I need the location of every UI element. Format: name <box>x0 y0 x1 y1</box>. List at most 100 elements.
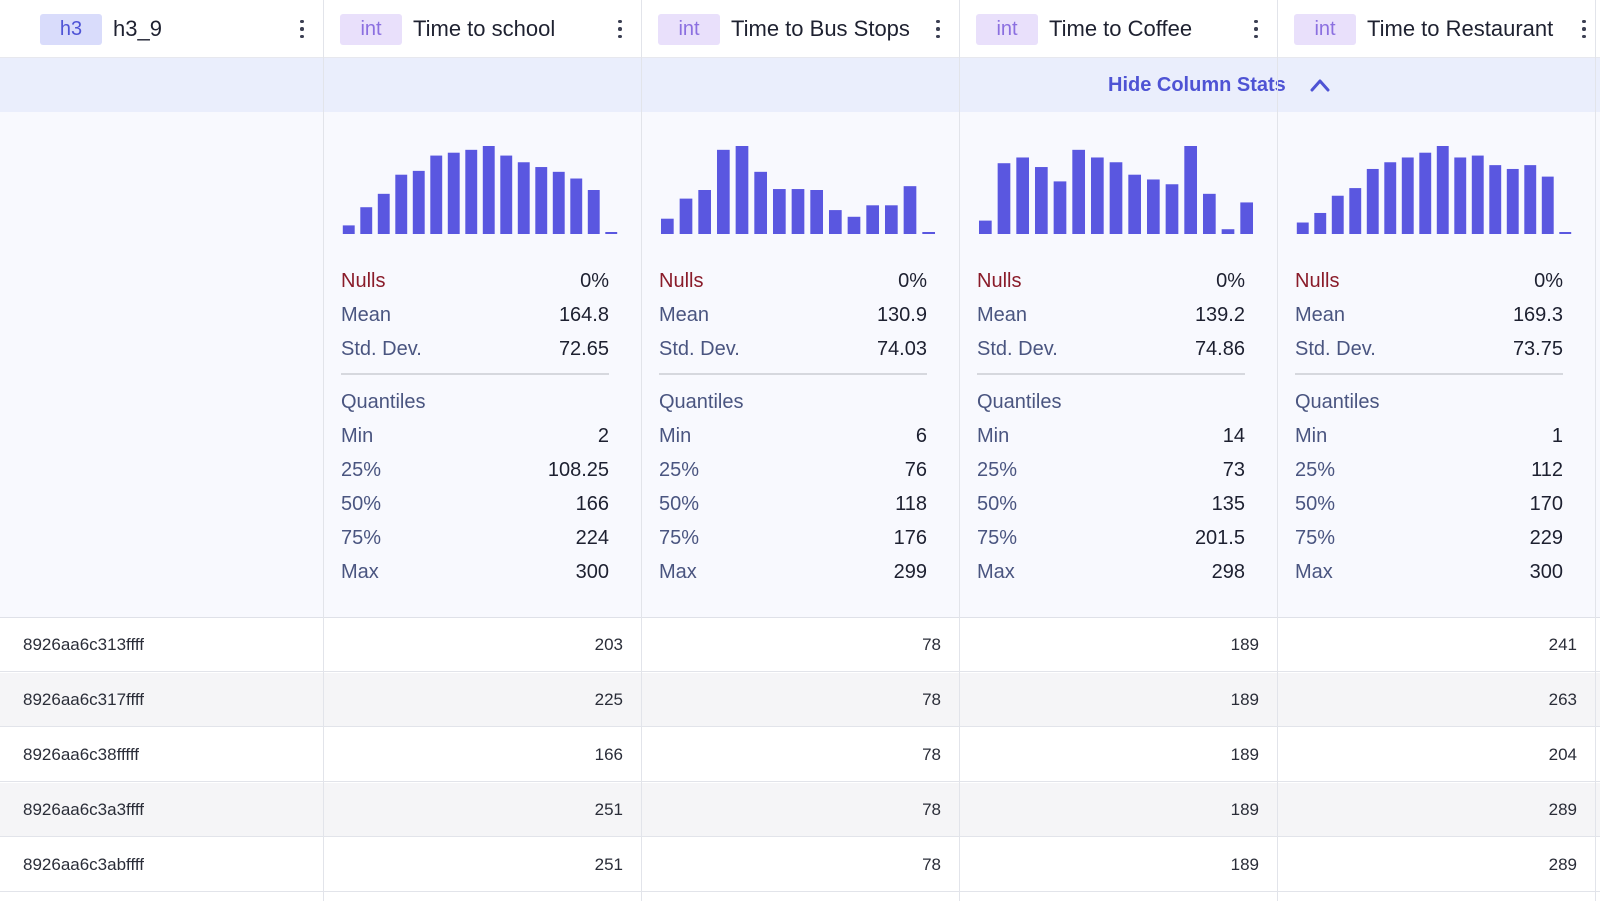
histogram-chart <box>978 146 1254 234</box>
h3-cell[interactable]: 8926aa6c3abffff <box>23 855 145 874</box>
histogram-bar <box>660 218 674 234</box>
histogram-bar <box>1419 152 1432 234</box>
stat-divider <box>659 373 927 375</box>
stat-label: Max <box>977 560 1015 583</box>
value-cell[interactable]: 241 <box>1548 635 1577 654</box>
stat-row-q50: 50% 166 <box>341 487 609 521</box>
stat-value: 6 <box>915 424 927 447</box>
stat-value: 0% <box>1216 269 1245 292</box>
value-cell[interactable]: 289 <box>1548 855 1577 874</box>
value-cell[interactable]: 78 <box>922 745 941 764</box>
stat-row-q25: 25% 73 <box>977 453 1245 487</box>
histogram-bar <box>1016 157 1030 234</box>
stat-row-q50: 50% 118 <box>659 487 927 521</box>
value-cell[interactable]: 78 <box>922 800 941 819</box>
column-header-time-to-coffee[interactable]: int Time to Coffee <box>954 0 1272 58</box>
value-cell[interactable]: 189 <box>1230 745 1259 764</box>
value-cell[interactable]: 189 <box>1230 690 1259 709</box>
value-cell[interactable]: 289 <box>1548 800 1577 819</box>
column-divider <box>641 0 642 901</box>
value-cell[interactable]: 203 <box>594 635 623 654</box>
column-menu-icon[interactable] <box>292 14 312 44</box>
stat-label: Nulls <box>659 269 704 292</box>
histogram-bar <box>754 171 768 234</box>
histogram-bar <box>866 205 880 234</box>
table-row[interactable]: 8926aa6c38fffff 166 78 189 204 <box>0 728 1600 782</box>
h3-cell[interactable]: 8926aa6c317ffff <box>23 690 145 709</box>
column-menu-icon[interactable] <box>1574 14 1594 44</box>
stat-row-q75: 75% 201.5 <box>977 521 1245 555</box>
hide-column-stats-button[interactable]: Hide Column Stats <box>1108 58 1330 112</box>
stat-label: 75% <box>659 526 700 549</box>
chevron-up-icon <box>1310 79 1330 92</box>
stat-row-max: Max 300 <box>341 555 609 589</box>
histogram-bar <box>1331 195 1344 234</box>
type-badge: h3 <box>40 13 102 45</box>
stat-label: Std. Dev. <box>341 337 422 360</box>
histogram-bar <box>1240 202 1254 234</box>
table-row[interactable]: 8926aa6c313ffff 203 78 189 241 <box>0 618 1600 672</box>
histogram-bar <box>1128 174 1142 234</box>
histogram-bar <box>679 198 693 234</box>
value-cell[interactable]: 251 <box>594 855 623 874</box>
column-menu-icon[interactable] <box>610 14 630 44</box>
stat-value: 118 <box>895 492 927 515</box>
column-menu-icon[interactable] <box>928 14 948 44</box>
histogram-bar <box>1202 193 1216 234</box>
stat-list: Nulls 0% Mean 164.8 Std. Dev. 72.65 Quantiles M… <box>341 264 609 589</box>
stat-label: 75% <box>977 526 1018 549</box>
value-cell[interactable]: 204 <box>1548 745 1577 764</box>
table-row[interactable]: 8926aa6c3abffff 251 78 189 289 <box>0 838 1600 892</box>
stat-list: Nulls 0% Mean 130.9 Std. Dev. 74.03 Quantiles M… <box>659 264 927 589</box>
stat-row-quantiles: Quantiles <box>659 385 927 419</box>
histogram-bar <box>1454 157 1467 234</box>
column-header-time-to-school[interactable]: int Time to school <box>318 0 636 58</box>
column-menu-icon[interactable] <box>1246 14 1266 44</box>
value-cell[interactable]: 189 <box>1230 635 1259 654</box>
stat-value: 1 <box>1551 424 1563 447</box>
stat-row-min: Min 14 <box>977 419 1245 453</box>
value-cell[interactable]: 189 <box>1230 800 1259 819</box>
stat-label: Quantiles <box>1295 390 1380 413</box>
column-header-time-to-bus-stops[interactable]: int Time to Bus Stops <box>636 0 954 58</box>
histogram-bar <box>360 207 373 234</box>
value-cell[interactable]: 78 <box>922 635 941 654</box>
histogram-bar <box>1053 181 1067 234</box>
histogram-bar <box>847 216 861 234</box>
stat-value: 224 <box>575 526 609 549</box>
table-row[interactable]: 8926aa6c3a3ffff 251 78 189 289 <box>0 783 1600 837</box>
stat-label: 25% <box>977 458 1018 481</box>
stat-row-mean: Mean 169.3 <box>1295 298 1563 332</box>
type-badge: int <box>1294 13 1356 45</box>
histogram-chart <box>660 146 936 234</box>
value-cell[interactable]: 251 <box>594 800 623 819</box>
h3-cell[interactable]: 8926aa6c313ffff <box>23 635 145 654</box>
histogram-bar <box>552 171 565 234</box>
stat-value: 74.86 <box>1194 337 1245 360</box>
histogram-bar <box>1541 176 1554 234</box>
h3-cell[interactable]: 8926aa6c38fffff <box>23 745 139 764</box>
value-cell[interactable]: 78 <box>922 855 941 874</box>
stat-value: 73 <box>1222 458 1245 481</box>
histogram-bar <box>716 149 730 234</box>
histogram-bar <box>1146 179 1160 234</box>
stat-label: Max <box>1295 560 1333 583</box>
value-cell[interactable]: 166 <box>594 745 623 764</box>
value-cell[interactable]: 78 <box>922 690 941 709</box>
h3-cell[interactable]: 8926aa6c3a3ffff <box>23 800 145 819</box>
column-divider <box>1595 0 1596 901</box>
value-cell[interactable]: 225 <box>594 690 623 709</box>
stat-label: Quantiles <box>341 390 426 413</box>
column-header-h3_9[interactable]: h3 h3_9 <box>18 0 318 58</box>
stat-label: Std. Dev. <box>977 337 1058 360</box>
column-header-time-to-restaurant[interactable]: int Time to Restaurant <box>1272 0 1600 58</box>
stat-value: 2 <box>597 424 609 447</box>
value-cell[interactable]: 263 <box>1548 690 1577 709</box>
value-cell[interactable]: 189 <box>1230 855 1259 874</box>
histogram-bar <box>903 186 917 234</box>
stat-row-mean: Mean 164.8 <box>341 298 609 332</box>
histogram-bar <box>342 225 355 234</box>
stat-label: 75% <box>341 526 382 549</box>
table-row[interactable]: 8926aa6c317ffff 225 78 189 263 <box>0 673 1600 727</box>
stat-row-nulls: Nulls 0% <box>341 264 609 298</box>
